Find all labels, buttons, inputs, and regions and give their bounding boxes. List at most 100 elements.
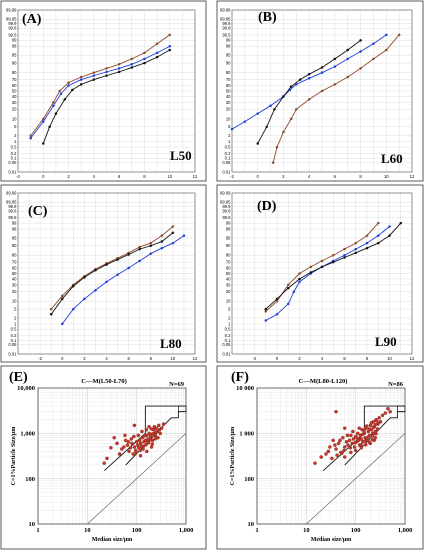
panel-d-ytick-label: 99.9 bbox=[222, 204, 231, 209]
panel-d-xtick-label: 4 bbox=[321, 356, 324, 361]
panel-e-data-point bbox=[144, 449, 149, 454]
panel-b-ytick-label: 2 bbox=[228, 133, 231, 138]
panel-d-xtick-label: 12 bbox=[410, 356, 415, 361]
panel-b-ytick-label: 20 bbox=[226, 107, 231, 112]
panel-d-ytick-label: 98 bbox=[226, 226, 231, 231]
panel-e-data-point bbox=[146, 440, 150, 444]
panel-e-data-point bbox=[141, 447, 145, 451]
panel-f-data-point bbox=[345, 433, 350, 438]
panel-f-data-point bbox=[363, 439, 368, 443]
panel-a-xtick-label: 8 bbox=[143, 174, 146, 179]
panel-e-data-point bbox=[109, 446, 113, 450]
panel-e-data-point bbox=[140, 429, 144, 434]
panel-b-ytick-label: 70 bbox=[226, 77, 231, 82]
panel-e-data-point bbox=[132, 423, 137, 428]
panel-b-series-brown-point bbox=[307, 98, 311, 101]
panel-f-data-point bbox=[342, 455, 347, 459]
panel-d-ytick-label: 95 bbox=[226, 235, 231, 240]
panel-e-ytick-label: 100 bbox=[25, 476, 35, 483]
panel-b-ytick-label: 30 bbox=[226, 100, 231, 105]
panel-d-series-blue-point bbox=[292, 290, 296, 293]
panel-d-series-blue-point bbox=[275, 312, 279, 316]
panel-b-series-blue-point bbox=[269, 104, 272, 107]
panel-b-series-brown-point bbox=[372, 57, 375, 61]
panel-f-data-point bbox=[371, 425, 376, 430]
panel-a-series-blue-point bbox=[117, 67, 121, 70]
panel-f-data-point bbox=[351, 429, 355, 434]
panel-e-ytick-label: 10 bbox=[29, 521, 36, 528]
panel-a-series-blue-point bbox=[29, 137, 32, 140]
panel-b-series-brown-point bbox=[275, 145, 279, 149]
panel-a-series-black-point bbox=[71, 88, 74, 92]
panel-b-ytick-label: 0.5 bbox=[225, 145, 231, 150]
panel-b-series-brown-point bbox=[282, 130, 285, 134]
panel-e-data-point bbox=[140, 435, 145, 440]
panel-b-series-black-point bbox=[298, 78, 302, 81]
panel-f-data-point bbox=[359, 446, 364, 450]
panel-e-data-point bbox=[129, 437, 134, 441]
panel-d-ytick-label: 99 bbox=[226, 221, 231, 226]
panel-e-xtick-label: 1,000 bbox=[179, 527, 194, 534]
panel-d-series-brown-point bbox=[332, 254, 335, 257]
panel-c-ytick-label: 0.01 bbox=[8, 351, 17, 356]
panel-a-ytick-label: 99.95 bbox=[6, 17, 17, 22]
panel-e-data-point bbox=[154, 430, 158, 435]
panel-e-data-point bbox=[117, 452, 122, 456]
panel-d-series-brown-point bbox=[320, 259, 324, 263]
panel-d-ytick-label: 0.2 bbox=[225, 333, 231, 338]
panel-c-xtick-label: 10 bbox=[171, 356, 176, 361]
panel-b-series-black-point bbox=[359, 39, 362, 42]
panel-d-series-brown-point bbox=[377, 221, 380, 225]
panel-b-series-black-point bbox=[333, 57, 337, 61]
panel-c-ytick-label: 20 bbox=[12, 289, 17, 294]
panel-a-tag: L50 bbox=[170, 148, 192, 163]
panel-d-axes bbox=[231, 192, 413, 355]
panel-e-data-point bbox=[159, 426, 164, 430]
panel-d-xtick-label: 8 bbox=[366, 356, 369, 361]
panel-c-ytick-label: 90 bbox=[12, 243, 17, 248]
panel-d-series-blue-point bbox=[388, 225, 391, 228]
panel-a-series-blue-point bbox=[52, 104, 55, 107]
panel-d-series-black-point bbox=[343, 256, 346, 259]
panel-a-series-brown-point bbox=[58, 89, 61, 93]
panel-e-data-point bbox=[115, 441, 119, 446]
panel-b-ytick-label: 1 bbox=[228, 139, 231, 144]
panel-b-series-black-point bbox=[320, 66, 324, 69]
panel-d-series-black-point bbox=[332, 260, 335, 264]
panel-b-series-black-point bbox=[273, 108, 276, 111]
panel-b-tag: L60 bbox=[381, 151, 403, 166]
panel-b-series-brown-point bbox=[359, 67, 362, 70]
panel-b-series-brown-point bbox=[397, 33, 401, 37]
panel-b-series-black-point bbox=[289, 85, 293, 88]
panel-a-xtick-label: 10 bbox=[167, 174, 172, 179]
panel-f-data-point bbox=[369, 421, 374, 425]
panel-d-ytick-label: 0.5 bbox=[225, 327, 231, 332]
panel-e-data-point bbox=[123, 433, 127, 438]
panel-a-series-brown-point bbox=[67, 81, 70, 84]
panel-b-series-blue-point bbox=[346, 57, 349, 61]
panel-a-xtick-label: 2 bbox=[67, 174, 70, 179]
panel-e-data-point bbox=[134, 450, 138, 455]
panel-d-series-black-point bbox=[388, 234, 391, 237]
panel-a-series-black-point bbox=[117, 70, 121, 74]
panel-c-ytick-label: 99.5 bbox=[8, 215, 17, 220]
panel-b-xtick-label: 4 bbox=[308, 174, 311, 179]
panel-a-ytick-label: 99 bbox=[12, 38, 17, 43]
panel-d-series-black-point bbox=[377, 241, 380, 245]
panel-a-series-brown-point bbox=[143, 51, 146, 55]
panel-b-series-brown-point bbox=[271, 161, 275, 164]
panel-a-series-brown-point bbox=[105, 67, 108, 70]
panel-a-ytick-label: 30 bbox=[12, 100, 17, 105]
panel-c-xtick-label: 8 bbox=[150, 356, 153, 361]
panel-e-data-point bbox=[102, 461, 106, 465]
panel-d-ytick-label: 20 bbox=[226, 289, 231, 294]
panel-d-xtick-label: 0 bbox=[276, 356, 279, 361]
panel-b-ytick-label: 0.1 bbox=[225, 156, 231, 161]
panel-c-series-black-point bbox=[105, 263, 108, 266]
panel-b-series-blue-point bbox=[320, 71, 324, 74]
panel-c-series-black-line bbox=[50, 232, 174, 315]
panel-b-letter: (B) bbox=[258, 10, 277, 25]
panel-d-letter: (D) bbox=[257, 199, 277, 214]
panel-d-frame bbox=[216, 184, 424, 363]
